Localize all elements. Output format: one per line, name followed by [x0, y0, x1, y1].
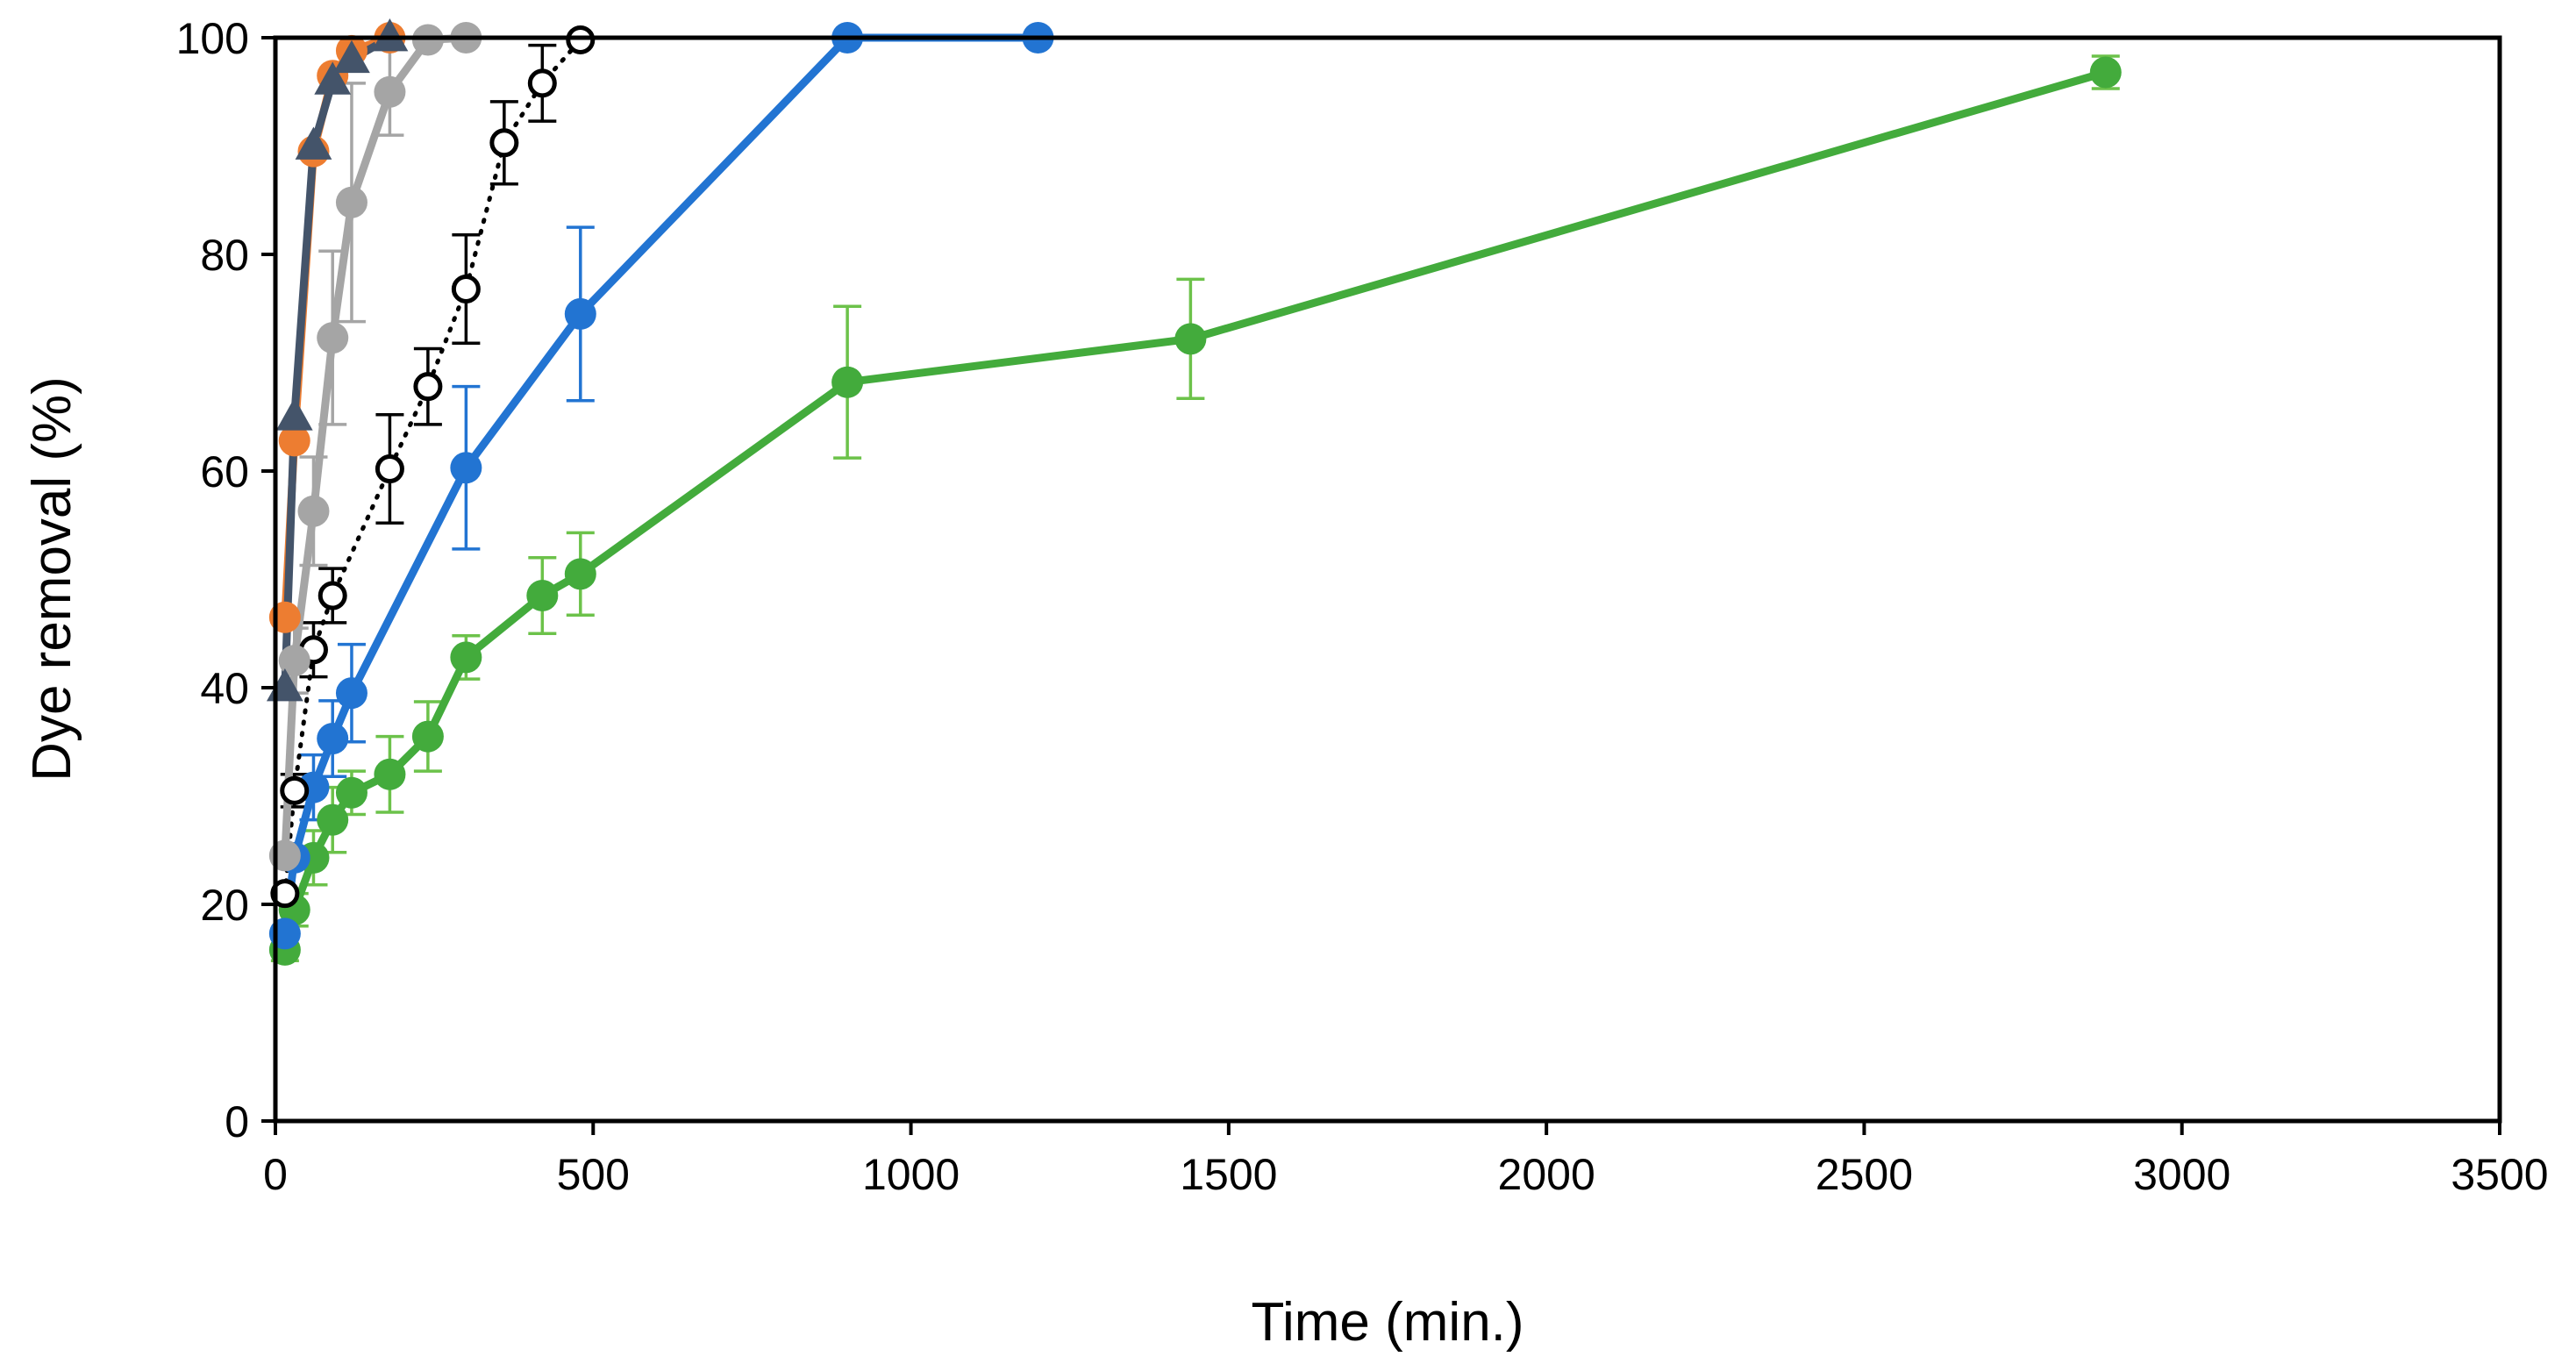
open-circles-point [318, 581, 347, 611]
x-tick-label: 1500 [1180, 1150, 1277, 1199]
open-circles-point [270, 879, 300, 909]
x-axis-title: Time (min.) [1251, 1292, 1523, 1353]
gray-circles-point [335, 186, 367, 218]
green-circles-point [317, 803, 349, 836]
x-tick-label: 3000 [2133, 1150, 2230, 1199]
axes: 0 500 1000 1500 2000 2500 3000 3500 0 20 40 60 80 100 [176, 14, 2549, 1199]
green-circles-point [335, 776, 367, 809]
gray-circles-point [278, 645, 310, 677]
orange-circles-point [278, 425, 310, 457]
x-tick-label: 500 [557, 1150, 630, 1199]
x-tick-label: 2000 [1498, 1150, 1595, 1199]
x-tick-label: 1000 [862, 1150, 960, 1199]
navy-triangles-point [295, 126, 332, 160]
open-circles-point [413, 372, 443, 402]
series-lines [281, 33, 2110, 954]
navy-triangles-point [333, 39, 370, 74]
gray-circles-point [317, 322, 349, 354]
navy-triangles-point [371, 18, 409, 52]
green-circles-point [564, 558, 596, 590]
blue-circles-point [564, 297, 596, 330]
green-circles-point [1174, 323, 1207, 355]
open-circles-point [375, 454, 404, 484]
blue-circles-point [317, 723, 349, 755]
error-bars [270, 43, 2120, 962]
gray-circles-point [297, 495, 330, 527]
y-tick-label: 60 [200, 447, 249, 496]
y-tick-label: 20 [200, 881, 249, 930]
green-circles-point [374, 758, 406, 790]
open-circles-point [451, 275, 481, 304]
open-circles-line [282, 38, 583, 896]
open-circles-point [280, 775, 310, 805]
green-circles-point [526, 580, 559, 612]
blue-circles-line [281, 33, 1042, 938]
gray-circles-point [374, 75, 406, 108]
x-tick-label: 2500 [1816, 1150, 1913, 1199]
y-axis-title: Dye removal (%) [22, 376, 82, 782]
x-tick-label: 0 [263, 1150, 288, 1199]
green-circles-point [450, 641, 482, 674]
y-tick-label: 40 [200, 664, 249, 713]
navy-triangles-point [275, 397, 313, 431]
y-tick-label: 100 [176, 14, 249, 63]
series-markers [266, 18, 2122, 966]
y-tick-label: 80 [200, 231, 249, 280]
navy-triangles-point [314, 61, 352, 95]
open-circles-point [489, 128, 519, 158]
blue-circles-point [335, 677, 367, 710]
open-circles-point [527, 68, 557, 98]
plot-area-frame [273, 35, 2502, 1124]
blue-circles-point [450, 452, 482, 484]
green-circles-line [281, 68, 2110, 954]
x-tick-label: 3500 [2451, 1150, 2548, 1199]
green-circles-point [831, 366, 864, 398]
y-tick-label: 0 [225, 1097, 249, 1146]
green-circles-point [2089, 56, 2122, 89]
green-circles-point [411, 720, 444, 753]
